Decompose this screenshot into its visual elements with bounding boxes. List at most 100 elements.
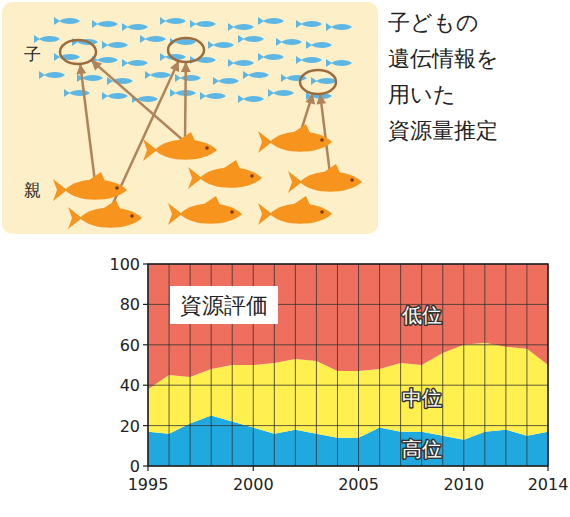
y-tick [143,385,148,386]
fish-tail [39,71,45,79]
series-label: 低位 [402,303,442,327]
x-tick [463,466,464,471]
y-tick-label: 80 [120,295,140,314]
fish-eye [230,210,234,214]
x-tick [147,466,148,471]
child-fish [306,41,332,49]
x-tick-label: 2005 [338,475,379,494]
fish-tail [64,89,70,97]
arrow-line [184,62,187,142]
fish-body [331,24,352,30]
selection-circle [168,38,204,62]
fish-eye [130,214,134,218]
fish-tail [238,35,244,43]
child-fish [34,35,60,43]
fish-tail [102,92,108,100]
child-fish [145,71,171,79]
x-tick [547,466,548,471]
fish-tail [140,35,146,43]
child-fish [258,17,284,25]
fish-tail [281,74,287,82]
fish-body [44,72,65,78]
y-tick-label: 100 [109,255,140,274]
fish-tail [306,41,312,49]
fish-tail [228,23,234,31]
child-fish [208,41,234,49]
parent-fish [258,124,332,153]
fish-tail [122,59,128,67]
fish-body [316,78,337,84]
fish-body [59,18,80,24]
fish-body [281,39,302,45]
grid-line-x [358,264,359,466]
child-fish [238,35,264,43]
area [148,264,548,389]
caption-line: 子どもの [388,10,479,35]
fish-body [80,208,142,228]
fish-tail [122,23,128,31]
child-fish [296,56,322,64]
fish-tail [92,20,98,28]
fish-tail [175,74,181,82]
y-tick [143,344,148,345]
child-fish [122,59,148,67]
fish-body [263,18,284,24]
plot-frame [148,264,548,466]
fish-body [97,21,118,27]
selection-circle [60,40,96,64]
fish-body [145,36,166,42]
fish-tail [311,77,317,85]
grid [148,264,548,466]
fish-fin [179,132,195,141]
fish-tail [258,53,264,61]
child-fish [175,74,201,82]
child-fish [170,89,196,97]
fish-tail [200,92,206,100]
child-fish [243,71,269,79]
series-label: 高位 [402,437,442,461]
fish-body [107,93,128,99]
fish-body [300,172,362,192]
parent-fish [68,200,142,229]
fish-tail [213,77,219,85]
fish-tail [143,139,157,161]
fish-eye [350,178,354,182]
fish-body [39,36,60,42]
grid-line-x [442,264,443,466]
child-fish [228,59,254,67]
child-fish [311,77,337,85]
child-fish [276,38,302,46]
y-tick [143,465,148,466]
fish-body [155,140,217,160]
fish-eye [250,174,254,178]
fish-body [107,42,128,48]
fish-tail [53,179,67,201]
parent-fish [258,196,332,225]
arrow-head [181,62,191,72]
fish-body [233,60,254,66]
chart-title: 資源評価 [180,293,268,318]
fish-body [180,75,201,81]
fish-body [137,96,158,102]
child-fish [102,92,128,100]
fish-tail [228,59,234,67]
fish-body [270,132,332,152]
fish-eye [205,146,209,150]
fish-tail [288,171,302,193]
fish-body [200,168,262,188]
child-fish [160,17,186,25]
grid-line-y [148,425,548,426]
fish-tail [160,53,166,61]
fish-eye [320,138,324,142]
fish-tail [190,20,196,28]
fish-tail [102,41,108,49]
parent-fish [143,132,217,161]
x-tick-label: 2014 [528,475,569,494]
grid-line-x [337,264,338,466]
grid-line-x [484,264,485,466]
diagram: 子親 [2,2,378,234]
fish-tail [208,41,214,49]
title-box: 資源評価 [170,286,278,324]
grid-line-x [400,264,401,466]
fish-body [82,75,103,81]
